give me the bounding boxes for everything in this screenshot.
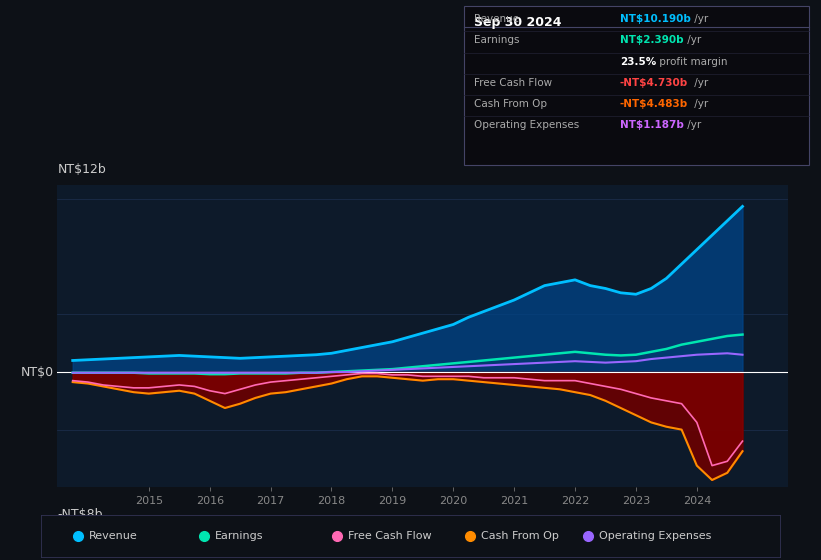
Text: /yr: /yr — [691, 99, 709, 109]
Text: /yr: /yr — [684, 35, 702, 45]
Text: Operating Expenses: Operating Expenses — [474, 120, 579, 130]
Text: -NT$4.730b: -NT$4.730b — [620, 78, 688, 88]
Text: /yr: /yr — [691, 78, 709, 88]
Text: /yr: /yr — [684, 120, 702, 130]
Text: Free Cash Flow: Free Cash Flow — [348, 531, 431, 541]
Text: NT$10.190b: NT$10.190b — [620, 14, 690, 24]
Text: NT$2.390b: NT$2.390b — [620, 35, 683, 45]
Text: /yr: /yr — [691, 14, 709, 24]
Text: Revenue: Revenue — [89, 531, 138, 541]
Text: Cash From Op: Cash From Op — [481, 531, 558, 541]
Text: profit margin: profit margin — [657, 57, 728, 67]
Text: NT$1.187b: NT$1.187b — [620, 120, 684, 130]
Text: Cash From Op: Cash From Op — [474, 99, 547, 109]
Text: Sep 30 2024: Sep 30 2024 — [474, 16, 562, 29]
Text: NT$0: NT$0 — [21, 366, 54, 379]
Text: Free Cash Flow: Free Cash Flow — [474, 78, 552, 88]
Text: Earnings: Earnings — [474, 35, 519, 45]
Text: -NT$8b: -NT$8b — [57, 508, 103, 521]
Text: -NT$4.483b: -NT$4.483b — [620, 99, 688, 109]
Text: Earnings: Earnings — [215, 531, 264, 541]
Text: Operating Expenses: Operating Expenses — [599, 531, 711, 541]
Text: Revenue: Revenue — [474, 14, 519, 24]
Text: 23.5%: 23.5% — [620, 57, 656, 67]
Text: NT$12b: NT$12b — [57, 163, 106, 176]
